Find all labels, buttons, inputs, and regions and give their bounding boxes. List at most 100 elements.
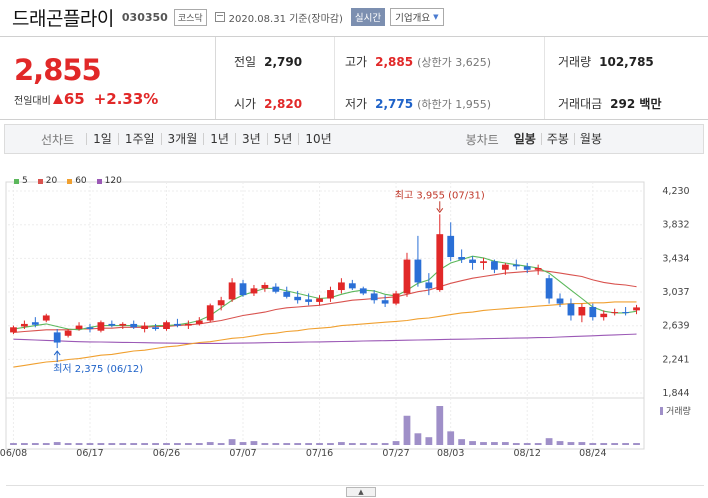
candle-body (239, 283, 247, 296)
x-tick-label: 07/07 (229, 448, 256, 459)
current-price: 2,855 (14, 53, 102, 87)
volume-bar (348, 443, 356, 445)
candle-body (184, 323, 192, 326)
volume-bar (545, 438, 553, 445)
candle-body (611, 312, 619, 314)
volume-bar (64, 443, 72, 445)
scroll-thumb[interactable]: ▲ (346, 487, 376, 497)
stock-code: 030350 (121, 10, 168, 24)
legend-ma5-label: 5 (22, 176, 28, 186)
candle-body (589, 306, 597, 318)
x-tick-label: 06/17 (76, 448, 103, 459)
up-arrow-icon (52, 94, 63, 104)
realtime-button[interactable]: 실시간 (350, 8, 386, 26)
volume-bar (480, 442, 487, 445)
volume-bar (31, 443, 39, 445)
candle-body (392, 293, 400, 304)
ma120-line (13, 333, 637, 344)
divider (334, 37, 335, 119)
stat-low-label: 저가 (345, 97, 368, 111)
candle-body (283, 291, 291, 297)
volume-bar (392, 441, 400, 445)
x-tick-label: 06/08 (0, 448, 27, 459)
volume-bar (425, 437, 433, 445)
ma20-line (13, 270, 637, 333)
volume-bar (283, 443, 291, 445)
quote-panel: 2,855 전일대비 65 +2.33% 전일 2,790 시가 2,820 고… (0, 36, 708, 120)
volume-bar (327, 443, 334, 445)
chart-toolbar: 선차트 1일 1주일 3개월 1년 3년 5년 10년 봉차트 일봉 주봉 월봉 (4, 124, 704, 154)
stat-prev-value: 2,790 (264, 55, 303, 69)
volume-bar (534, 443, 542, 445)
y-tick-label: 2,241 (662, 354, 689, 365)
candle-body (359, 288, 367, 294)
period-10y[interactable]: 10년 (298, 133, 337, 145)
volume-bar (589, 443, 597, 445)
candle-body (130, 323, 138, 328)
upper-limit: (상한가 3,625) (417, 56, 491, 69)
ma-legend: 5 20 60 120 (14, 176, 122, 186)
period-1d[interactable]: 1일 (86, 133, 118, 145)
volume-bar (600, 443, 608, 445)
volume-bar (97, 443, 105, 445)
candle-body (600, 313, 608, 318)
volume-bar (108, 443, 116, 445)
volume-bar (130, 443, 138, 445)
volume-bar (381, 443, 389, 445)
volume-bar (228, 439, 236, 445)
period-1y[interactable]: 1년 (203, 133, 235, 145)
legend-ma20-label: 20 (45, 176, 58, 186)
lower-limit: (하한가 1,955) (417, 98, 491, 111)
market-badge: 코스닥 (173, 8, 207, 26)
volume-bar (239, 442, 247, 445)
candle-body (195, 320, 203, 324)
period-5y[interactable]: 5년 (266, 133, 299, 145)
x-tick-label: 08/03 (437, 448, 464, 459)
candle-body (622, 312, 629, 314)
candle-weekly[interactable]: 주봉 (540, 133, 574, 145)
stat-amount: 거래대금 292 백만 (558, 95, 661, 112)
calendar-icon (214, 12, 225, 22)
candle-body (261, 284, 269, 289)
stat-high-label: 고가 (345, 55, 368, 69)
candle-daily[interactable]: 일봉 (513, 132, 536, 146)
stat-volume-value: 102,785 (599, 55, 654, 69)
candle-body (250, 288, 258, 294)
candle-chart-label: 봉차트 (465, 132, 499, 147)
candle-body (53, 332, 61, 343)
period-3m[interactable]: 3개월 (160, 133, 204, 145)
volume-bar (163, 443, 170, 445)
candle-body (141, 325, 149, 329)
legend-ma5: 5 (14, 176, 28, 186)
price-box: 2,855 전일대비 65 +2.33% (0, 37, 216, 119)
candle-body (403, 259, 411, 294)
candle-monthly[interactable]: 월봉 (573, 133, 607, 145)
low-arrow-head (53, 350, 61, 356)
volume-bar (491, 442, 498, 445)
company-overview-dropdown[interactable]: 기업개요 ▼ (390, 8, 444, 26)
volume-bar (294, 443, 302, 445)
volume-bar (10, 443, 17, 445)
stat-prev-label: 전일 (234, 55, 257, 69)
stat-open-label: 시가 (234, 97, 257, 111)
y-tick-label: 2,639 (662, 321, 689, 332)
chart-scrollbar[interactable]: ▲ (6, 485, 704, 497)
candle-body (338, 282, 345, 291)
change-value: 65 (63, 90, 85, 108)
candle-body (10, 327, 17, 333)
volume-bar (53, 442, 61, 445)
volume-bar (250, 441, 258, 445)
volume-bar (86, 443, 94, 445)
period-1w[interactable]: 1주일 (117, 133, 161, 145)
y-tick-label: 3,832 (662, 220, 689, 231)
candle-body (21, 323, 28, 327)
change-percent: +2.33% (93, 90, 159, 108)
candle-body (294, 296, 302, 301)
chevron-down-icon: ▼ (433, 13, 439, 21)
volume-bar (622, 443, 629, 445)
company-overview-label: 기업개요 (395, 13, 431, 24)
period-3y[interactable]: 3년 (234, 133, 267, 145)
candle-body (64, 330, 72, 336)
legend-ma60-label: 60 (75, 176, 87, 186)
x-tick-label: 08/24 (579, 448, 606, 459)
